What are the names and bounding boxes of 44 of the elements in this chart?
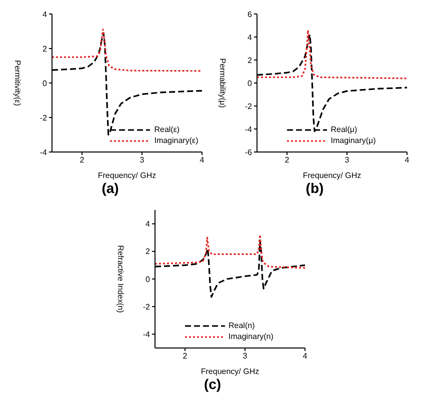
x-axis-title: Frequency/ GHz bbox=[98, 171, 156, 180]
x-tick-label: 4 bbox=[200, 156, 206, 165]
x-axis-title: Frequency/ GHz bbox=[200, 367, 259, 376]
x-axis-title: Frequency/ GHz bbox=[302, 171, 361, 180]
legend-label: Imaginary(ε) bbox=[154, 135, 198, 146]
y-tick-label: 0 bbox=[247, 78, 252, 88]
x-tick-label: 3 bbox=[344, 156, 350, 165]
y-tick-label: 6 bbox=[247, 10, 252, 19]
y-tick-label: 2 bbox=[42, 44, 48, 54]
y-axis-title: Refractive Index(n) bbox=[116, 245, 125, 314]
x-tick-label: 3 bbox=[242, 352, 248, 361]
y-tick-label: -2 bbox=[40, 113, 48, 122]
text: (a) bbox=[100, 180, 120, 196]
y-tick-label: 4 bbox=[42, 10, 48, 19]
y-tick-label: 2 bbox=[247, 56, 252, 65]
y-tick-label: -4 bbox=[40, 148, 48, 157]
y-tick-label: -6 bbox=[244, 148, 252, 157]
y-tick-label: -4 bbox=[244, 124, 252, 134]
y-tick-label: -4 bbox=[142, 330, 150, 340]
legend-label: Real(ε) bbox=[154, 124, 180, 135]
y-tick-label: -2 bbox=[244, 102, 252, 111]
line-series bbox=[154, 234, 304, 269]
y-tick-label: 0 bbox=[42, 78, 48, 88]
x-tick-label: 4 bbox=[404, 156, 410, 165]
x-tick-label: 2 bbox=[80, 156, 86, 165]
y-axis-title: Permability(μ) bbox=[218, 58, 227, 108]
text: (c) bbox=[202, 376, 222, 392]
x-tick-label: 3 bbox=[140, 156, 146, 165]
text: (b) bbox=[304, 180, 325, 196]
legend-label: Real(μ) bbox=[330, 124, 358, 135]
x-tick-label: 4 bbox=[302, 352, 308, 361]
x-tick-label: 2 bbox=[182, 352, 188, 361]
legend-label: Real(n) bbox=[228, 320, 255, 331]
y-tick-label: 4 bbox=[145, 220, 150, 229]
legend-label: Imaginary(n) bbox=[228, 331, 274, 342]
line-series bbox=[256, 29, 407, 80]
line-series bbox=[52, 28, 202, 72]
legend-label: Imaginary(μ) bbox=[330, 135, 376, 146]
y-axis-title: Permitivity(ε) bbox=[13, 60, 22, 106]
y-tick-label: 0 bbox=[145, 274, 150, 284]
y-tick-label: -2 bbox=[142, 302, 150, 312]
x-tick-label: 2 bbox=[284, 156, 290, 165]
y-tick-label: 4 bbox=[247, 32, 252, 42]
y-tick-label: 2 bbox=[145, 247, 150, 256]
